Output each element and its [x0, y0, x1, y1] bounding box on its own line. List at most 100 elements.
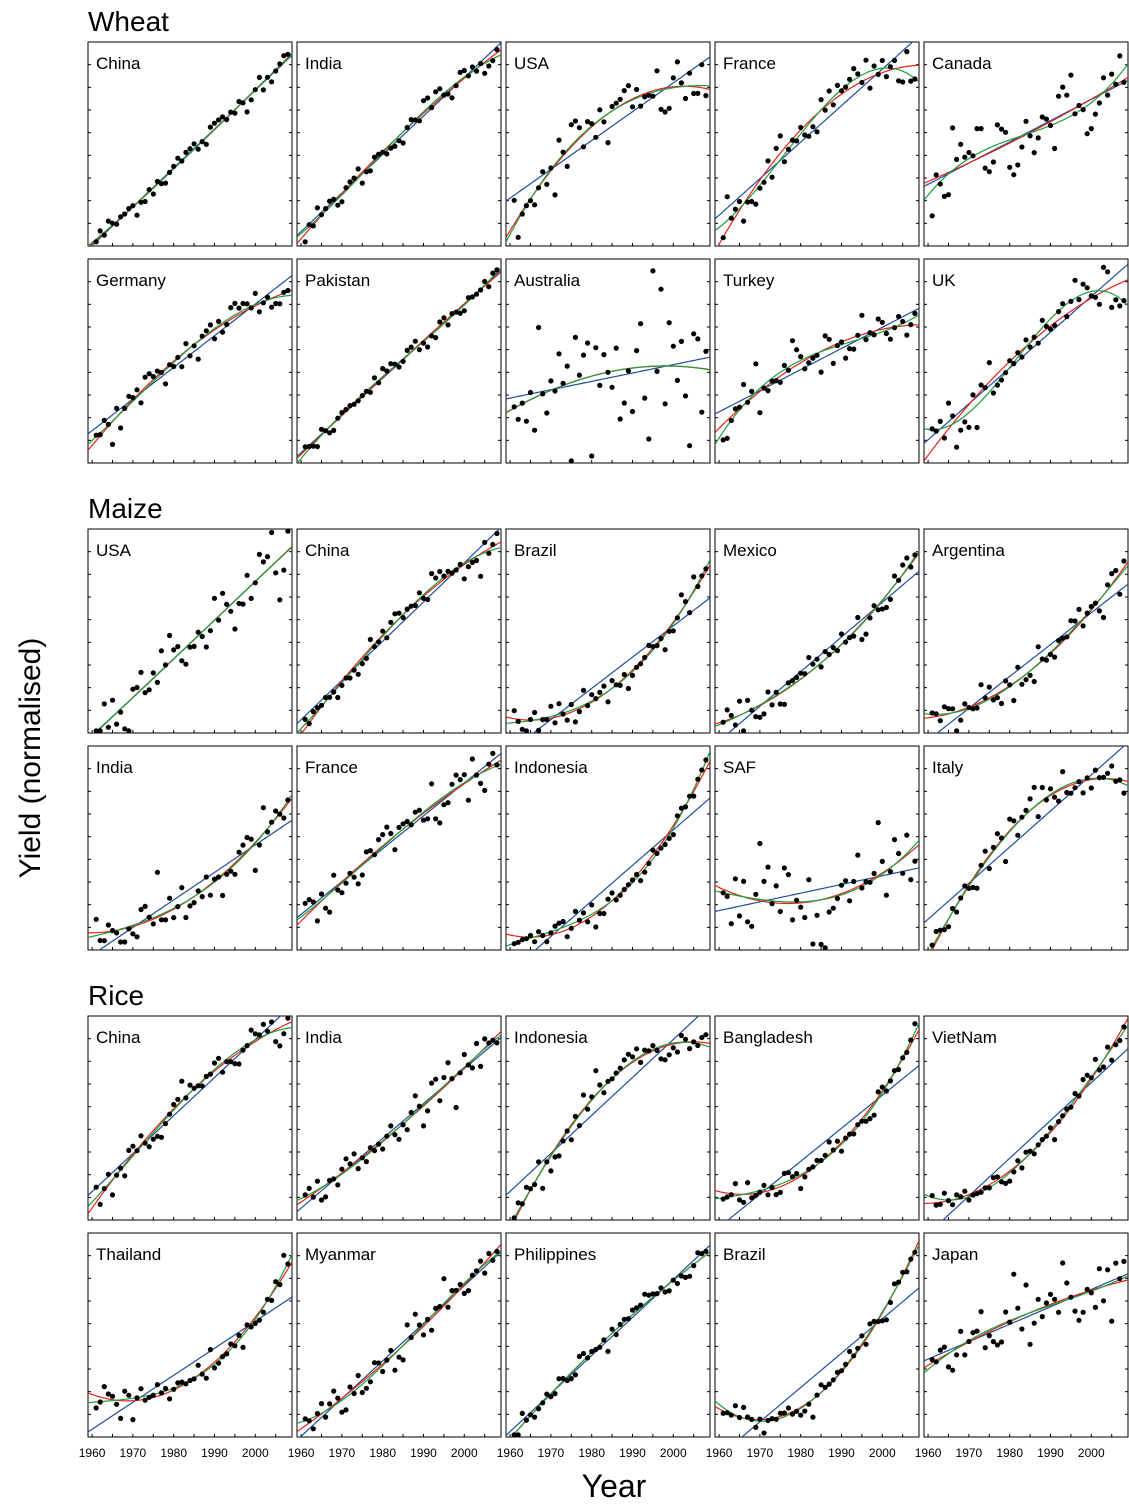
data-point	[281, 567, 287, 573]
data-point	[1100, 1298, 1107, 1304]
data-point	[1035, 1296, 1041, 1302]
data-point	[843, 639, 849, 645]
data-point	[757, 840, 763, 847]
data-point	[896, 313, 902, 320]
data-point	[461, 67, 467, 74]
data-point	[511, 708, 517, 714]
data-point	[248, 1324, 254, 1330]
data-point	[826, 1139, 832, 1145]
panel-frame	[296, 258, 502, 464]
panel-maize-china: China	[296, 528, 502, 734]
data-point	[473, 1268, 480, 1274]
data-point	[367, 1379, 373, 1385]
data-point	[207, 322, 213, 328]
data-point	[851, 1353, 857, 1359]
data-point	[613, 1331, 619, 1338]
data-point	[818, 1157, 824, 1164]
data-point	[118, 214, 124, 220]
data-point	[879, 57, 885, 64]
data-point	[691, 793, 697, 799]
data-point	[785, 1170, 792, 1176]
data-point	[699, 409, 705, 415]
data-point	[437, 319, 443, 325]
data-point	[855, 71, 861, 77]
data-point	[343, 185, 349, 191]
data-point	[966, 149, 972, 156]
data-point	[457, 777, 463, 783]
panel-title: India	[96, 758, 133, 777]
data-point	[929, 213, 935, 219]
panel-frame	[87, 1232, 293, 1438]
data-point	[650, 1291, 656, 1297]
data-point	[371, 154, 378, 160]
data-point	[412, 1311, 418, 1317]
data-point	[171, 1101, 177, 1108]
data-point	[863, 631, 869, 637]
data-point	[1117, 53, 1123, 59]
data-point	[154, 1133, 160, 1139]
data-point	[335, 1395, 341, 1401]
data-point	[314, 205, 320, 211]
wheat-section-title: Wheat	[88, 6, 169, 37]
data-point	[211, 876, 218, 882]
panel-title: Thailand	[96, 1245, 161, 1264]
quadratic-fit-line	[924, 561, 1128, 719]
data-point	[285, 51, 291, 57]
data-point	[871, 332, 877, 338]
panel-frame	[505, 528, 711, 734]
data-point	[728, 1412, 734, 1418]
data-point	[789, 1174, 796, 1180]
data-point	[982, 1345, 988, 1351]
data-point	[339, 890, 345, 896]
data-point	[887, 1078, 894, 1084]
data-point	[789, 1411, 796, 1417]
data-point	[785, 680, 792, 686]
data-point	[950, 1202, 956, 1208]
data-point	[220, 114, 226, 120]
data-point	[662, 1057, 668, 1063]
x-tick-label: 1960	[706, 1446, 733, 1460]
data-point	[847, 1131, 853, 1137]
data-point	[97, 1399, 103, 1405]
panel-rice-china: China	[87, 1015, 293, 1221]
data-point	[429, 571, 435, 577]
data-point	[998, 126, 1005, 132]
data-point	[323, 1414, 329, 1420]
quadratic-fit-line	[510, 1251, 710, 1437]
data-point	[908, 877, 914, 883]
data-point	[958, 895, 964, 901]
panel-frame	[505, 41, 711, 247]
data-point	[376, 380, 382, 386]
panel-title: Pakistan	[305, 271, 370, 290]
cubic-fit-line	[924, 290, 1128, 431]
data-point	[642, 1291, 648, 1297]
data-point	[1027, 672, 1033, 678]
data-point	[556, 1376, 562, 1382]
data-point	[666, 1052, 672, 1058]
data-point	[109, 1192, 116, 1198]
data-point	[1011, 361, 1017, 367]
panel-frame	[714, 41, 920, 247]
data-point	[621, 671, 627, 678]
data-point	[536, 929, 542, 935]
data-point	[138, 199, 144, 205]
data-point	[585, 919, 591, 925]
data-point	[789, 678, 796, 684]
rice-section-title: Rice	[88, 980, 144, 1011]
data-point	[441, 315, 447, 321]
data-point	[958, 427, 964, 433]
data-point	[1117, 1037, 1123, 1044]
data-point	[351, 1390, 357, 1397]
data-point	[601, 119, 607, 125]
data-point	[556, 920, 562, 926]
panel-title: India	[305, 54, 342, 73]
data-point	[327, 198, 333, 204]
data-point	[252, 1031, 258, 1037]
data-point	[765, 689, 771, 695]
data-point	[412, 117, 418, 123]
data-point	[933, 1359, 939, 1365]
data-point	[388, 145, 394, 151]
panel-maize-italy: Italy	[923, 745, 1129, 951]
data-point	[859, 636, 865, 643]
data-point	[105, 421, 111, 427]
